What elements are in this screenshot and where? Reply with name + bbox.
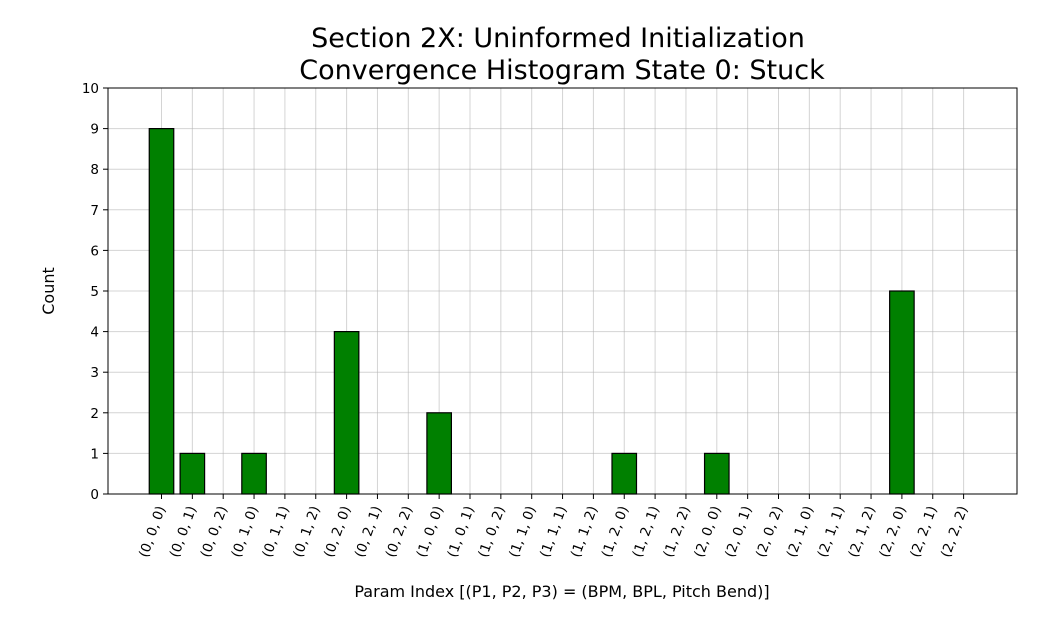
bar	[148, 128, 175, 495]
y-tick-label: 7	[90, 203, 99, 219]
bar	[333, 331, 360, 495]
x-tick-label: (1, 0, 1)	[444, 504, 477, 560]
y-tick-label: 3	[90, 365, 99, 381]
y-tick-label: 1	[90, 446, 99, 462]
x-tick-label: (2, 0, 1)	[722, 504, 755, 560]
x-tick-label: (1, 2, 0)	[599, 504, 632, 560]
bar	[426, 412, 452, 495]
y-axis-ticks: 0 1 2 3 4 5 6 7 8 9 10	[82, 81, 108, 503]
y-tick-label: 6	[90, 243, 99, 259]
bar	[889, 290, 915, 495]
x-tick-label: (1, 0, 2)	[475, 504, 508, 560]
bar	[241, 452, 267, 495]
y-tick-label: 0	[90, 487, 99, 503]
bar	[703, 452, 730, 495]
x-tick-label: (2, 2, 0)	[876, 504, 909, 560]
x-tick-label: (0, 0, 0)	[136, 504, 169, 560]
x-tick-label: (1, 0, 0)	[414, 504, 447, 560]
x-tick-label: (0, 0, 1)	[167, 504, 200, 560]
x-tick-label: (0, 2, 2)	[383, 504, 416, 560]
x-axis-ticks: (0, 0, 0)(0, 0, 1)(0, 0, 2)(0, 1, 0)(0, …	[136, 494, 971, 560]
bars	[148, 128, 915, 495]
x-tick-label: (2, 1, 1)	[815, 504, 848, 560]
y-tick-label: 5	[90, 284, 99, 300]
grid	[108, 87, 1017, 495]
x-tick-label: (0, 2, 1)	[352, 504, 385, 560]
bar	[611, 452, 638, 495]
chart-title-line-2: Convergence Histogram State 0: Stuck	[299, 55, 825, 86]
x-tick-label: (2, 2, 2)	[938, 504, 971, 560]
x-tick-label: (0, 1, 1)	[259, 504, 292, 560]
x-axis-label: Param Index [(P1, P2, P3) = (BPM, BPL, P…	[354, 582, 769, 601]
x-tick-label: (2, 0, 2)	[753, 504, 786, 560]
y-axis-label: Count	[39, 267, 58, 315]
x-tick-label: (0, 1, 2)	[290, 504, 323, 560]
x-tick-label: (2, 0, 0)	[691, 504, 724, 560]
x-tick-label: (1, 2, 2)	[660, 504, 693, 560]
bar	[179, 452, 206, 495]
x-tick-label: (1, 1, 2)	[568, 504, 601, 560]
x-tick-label: (0, 0, 2)	[198, 504, 231, 560]
x-tick-label: (2, 1, 0)	[784, 504, 817, 560]
x-tick-label: (1, 2, 1)	[630, 504, 663, 560]
y-tick-label: 4	[90, 325, 99, 341]
chart-title-line-1: Section 2X: Uninformed Initialization	[311, 23, 805, 54]
x-tick-label: (0, 2, 0)	[321, 504, 354, 560]
x-tick-label: (2, 1, 2)	[845, 504, 878, 560]
y-tick-label: 9	[90, 122, 99, 138]
y-tick-label: 8	[90, 162, 99, 178]
x-tick-label: (0, 1, 0)	[228, 504, 261, 560]
y-tick-label: 10	[82, 81, 99, 97]
x-tick-label: (1, 1, 0)	[506, 504, 539, 560]
x-tick-label: (1, 1, 1)	[537, 504, 570, 560]
y-tick-label: 2	[90, 406, 99, 422]
x-tick-label: (2, 2, 1)	[907, 504, 940, 560]
